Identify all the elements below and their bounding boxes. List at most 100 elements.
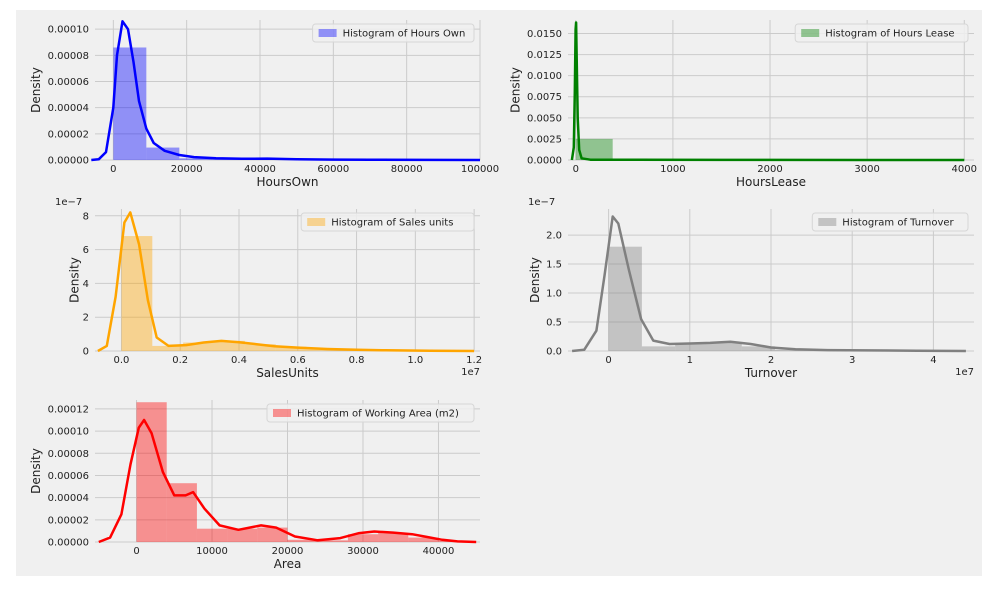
y-tick-label: 0.00010 xyxy=(48,427,89,438)
legend-label: Histogram of Working Area (m2) xyxy=(297,409,459,420)
legend-label: Histogram of Sales units xyxy=(331,218,453,229)
y-tick-label: 0.00012 xyxy=(48,404,89,415)
x-tick-label: 10000 xyxy=(196,546,228,557)
histogram-bar xyxy=(741,346,776,351)
legend: Histogram of Hours Own xyxy=(312,23,475,43)
histogram-bar xyxy=(347,534,379,542)
histogram-bar xyxy=(146,147,180,160)
legend: Histogram of Turnover xyxy=(811,212,969,232)
histogram-bar xyxy=(317,540,348,542)
histogram-bar xyxy=(183,342,215,351)
kde-curve xyxy=(97,211,475,353)
legend-swatch xyxy=(273,409,291,417)
legend-box xyxy=(312,23,475,43)
kde-curve xyxy=(571,215,966,353)
y-tick-label: 1.5 xyxy=(546,260,562,271)
legend-swatch xyxy=(307,218,326,226)
legend-box xyxy=(266,403,475,423)
histogram-bar xyxy=(408,537,439,542)
y-tick-label: 2 xyxy=(83,313,89,324)
x-tick-label: 0 xyxy=(573,164,579,175)
y-tick-label: 0.00002 xyxy=(48,129,89,140)
x-tick-label: 4 xyxy=(930,355,936,366)
x-tick-label: 30000 xyxy=(347,546,379,557)
y-tick-label: 0.00002 xyxy=(48,515,89,526)
y-tick-label: 0.00000 xyxy=(48,156,89,167)
x-axis-label: HoursLease xyxy=(736,175,806,189)
x-tick-label: 3 xyxy=(849,355,855,366)
x-tick-label: 0 xyxy=(133,546,139,557)
y-tick-label: 0.0000 xyxy=(527,156,562,167)
x-tick-label: 40000 xyxy=(423,546,455,557)
histogram-bar xyxy=(378,533,409,542)
histogram-bar xyxy=(227,528,258,542)
y-tick-label: 0.00008 xyxy=(48,449,89,460)
x-tick-label: 100000 xyxy=(461,164,499,175)
x-tick-label: 0.4 xyxy=(231,355,247,366)
y-tick-label: 0.00004 xyxy=(48,493,89,504)
x-tick-label: 0 xyxy=(605,355,611,366)
x-tick-label: 40000 xyxy=(244,164,276,175)
legend: Histogram of Working Area (m2) xyxy=(266,403,475,423)
y-tick-label: 0.00008 xyxy=(48,51,89,62)
y-tick-label: 0.0 xyxy=(546,347,562,358)
y-tick-label: 6 xyxy=(83,245,89,256)
x-tick-label: 2000 xyxy=(757,164,782,175)
x-tick-label: 0.0 xyxy=(113,355,129,366)
y-tick-label: 4 xyxy=(83,279,89,290)
histogram-bar xyxy=(196,528,228,542)
x-tick-label: 20000 xyxy=(171,164,203,175)
histogram-bar xyxy=(214,340,245,351)
histogram-bar xyxy=(675,343,709,351)
x-tick-label: 2 xyxy=(768,355,774,366)
legend-box xyxy=(811,212,969,232)
legend-swatch xyxy=(801,29,820,37)
x-tick-label: 4000 xyxy=(952,164,977,175)
x-tick-label: 60000 xyxy=(317,164,349,175)
x-tick-label: 0.2 xyxy=(172,355,188,366)
y-tick-label: 0.00006 xyxy=(48,77,89,88)
y-axis-label: Density xyxy=(509,67,523,113)
x-tick-label: 20000 xyxy=(272,546,304,557)
x-tick-label: 0.6 xyxy=(290,355,306,366)
x-axis-label: Turnover xyxy=(744,366,797,380)
y-offset-text: 1e−7 xyxy=(55,197,82,208)
legend: Histogram of Sales units xyxy=(300,212,475,232)
y-tick-label: 0.0100 xyxy=(527,71,562,82)
x-tick-label: 1000 xyxy=(660,164,685,175)
y-tick-label: 2.0 xyxy=(546,231,562,242)
histogram-bar xyxy=(275,346,307,351)
chart-panel: 0 1000 2000 3000 4000 0.0000 0.0025 0.0050 0.007… xyxy=(509,20,977,189)
legend-swatch xyxy=(818,218,837,226)
histogram-bar xyxy=(775,349,809,351)
x-tick-label: 1.2 xyxy=(466,355,482,366)
y-tick-label: 0.5 xyxy=(546,318,562,329)
y-tick-label: 8 xyxy=(83,211,89,222)
y-axis-label: Density xyxy=(29,67,43,113)
y-axis-label: Density xyxy=(29,448,43,494)
y-tick-label: 0.0125 xyxy=(527,50,562,61)
y-tick-label: 0.0025 xyxy=(527,134,562,145)
x-axis-label: SalesUnits xyxy=(256,366,319,380)
y-offset-text: 1e−7 xyxy=(528,197,555,208)
x-offset-text: 1e7 xyxy=(461,367,480,378)
kde-curve xyxy=(570,21,965,162)
y-axis-label: Density xyxy=(528,257,542,303)
x-axis-label: Area xyxy=(274,557,302,571)
x-tick-label: 80000 xyxy=(391,164,423,175)
histogram-bar xyxy=(641,346,676,351)
x-tick-label: 3000 xyxy=(854,164,879,175)
x-tick-label: 1.0 xyxy=(407,355,423,366)
y-tick-label: 0.00004 xyxy=(48,103,89,114)
legend: Histogram of Hours Lease xyxy=(794,23,969,43)
y-tick-label: 0.00000 xyxy=(48,538,89,549)
kde-curve xyxy=(91,20,481,162)
histogram-bar xyxy=(179,158,213,160)
histogram-bar xyxy=(113,47,147,160)
y-tick-label: 0.0075 xyxy=(527,92,562,103)
y-tick-label: 0.0150 xyxy=(527,29,562,40)
y-axis-label: Density xyxy=(68,257,82,303)
legend-label: Histogram of Hours Own xyxy=(343,29,466,40)
chart-panel: 0 1 2 3 4 0.0 0.5 1.0 1.5 2.0 Turnover Density 1e7 1e… xyxy=(528,197,974,380)
histogram-bar xyxy=(575,138,613,160)
